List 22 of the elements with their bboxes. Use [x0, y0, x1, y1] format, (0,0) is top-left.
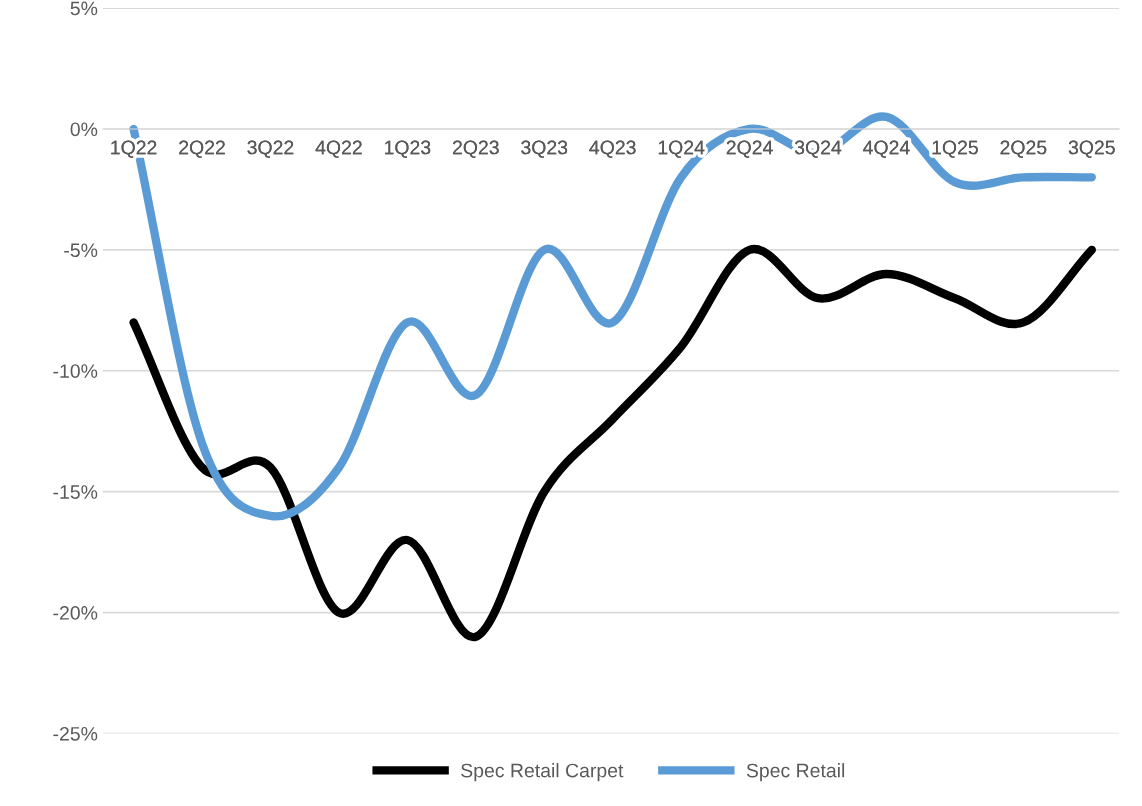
y-tick-label: -10% — [53, 364, 98, 378]
x-tick-label: 3Q25 — [1068, 140, 1115, 158]
legend-label: Spec Retail — [746, 763, 845, 782]
x-tick-label: 4Q24 — [863, 140, 910, 158]
x-tick-label: 1Q24 — [658, 140, 705, 158]
x-tick-label: 4Q23 — [589, 140, 636, 158]
x-tick-label: 2Q23 — [452, 140, 499, 158]
y-tick-label: 0% — [70, 122, 98, 137]
y-tick-label: -5% — [64, 243, 98, 258]
x-tick-label: 2Q22 — [179, 140, 225, 158]
x-tick-label: 1Q25 — [932, 140, 978, 158]
y-tick-label: -25% — [53, 726, 98, 741]
x-tick-label: 1Q23 — [385, 140, 431, 158]
x-tick-label: 4Q22 — [315, 140, 362, 158]
y-tick-label: 5% — [70, 1, 98, 16]
legend-label: Spec Retail Carpet — [461, 763, 624, 782]
y-tick-label: -15% — [53, 485, 98, 499]
x-tick-label: 2Q24 — [726, 140, 773, 158]
x-tick-label: 2Q25 — [1000, 140, 1047, 158]
x-tick-label: 3Q22 — [247, 140, 294, 158]
y-tick-label: -20% — [53, 606, 98, 620]
x-tick-label: 3Q23 — [521, 140, 568, 158]
